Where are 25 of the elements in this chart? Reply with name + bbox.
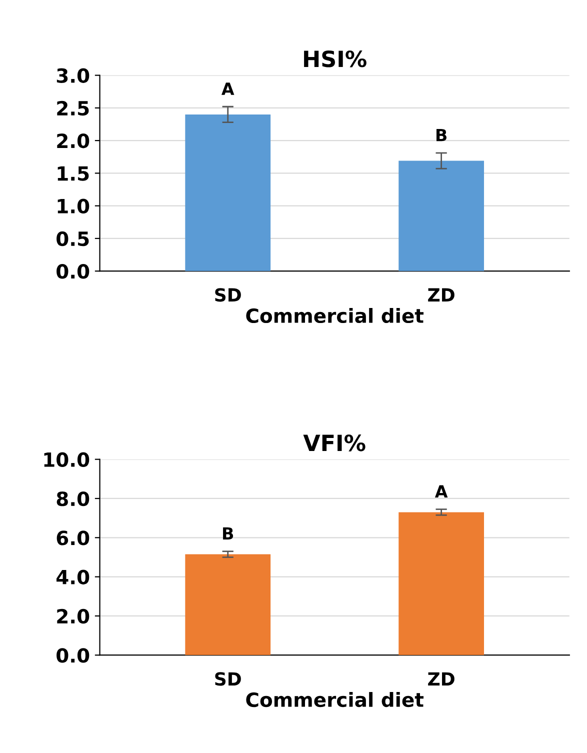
y-tick-label: 1.0 (58, 198, 90, 214)
x-tick-label: SD (215, 672, 241, 686)
y-tick-label: 2.0 (57, 608, 90, 624)
y-tick-label: 0.0 (56, 264, 90, 279)
y-tick-label: 2.5 (57, 100, 89, 116)
y-tick-label: 6.0 (56, 530, 90, 546)
y-tick-label: 0.5 (56, 231, 89, 246)
y-tick-label: 1.5 (58, 166, 89, 181)
y-tick-label: 2.0 (57, 134, 90, 148)
x-axis-title: Commercial diet (246, 692, 424, 708)
annotation: B (223, 527, 234, 540)
y-tick-label: 3.0 (56, 68, 90, 83)
chart-title: HSI% (304, 50, 366, 68)
x-tick-label: SD (215, 288, 241, 302)
x-axis-title: Commercial diet (246, 308, 424, 324)
y-tick-label: 0.0 (56, 648, 90, 663)
annotation: A (221, 82, 234, 95)
x-tick-label: ZD (428, 288, 454, 302)
annotation: B (436, 129, 446, 142)
annotation: A (434, 485, 448, 498)
y-tick-label: 4.0 (56, 570, 90, 584)
x-tick-label: ZD (428, 672, 454, 686)
y-tick-label: 10.0 (44, 452, 90, 467)
y-tick-label: 8.0 (56, 491, 90, 506)
chart-title: VFI% (303, 434, 366, 452)
